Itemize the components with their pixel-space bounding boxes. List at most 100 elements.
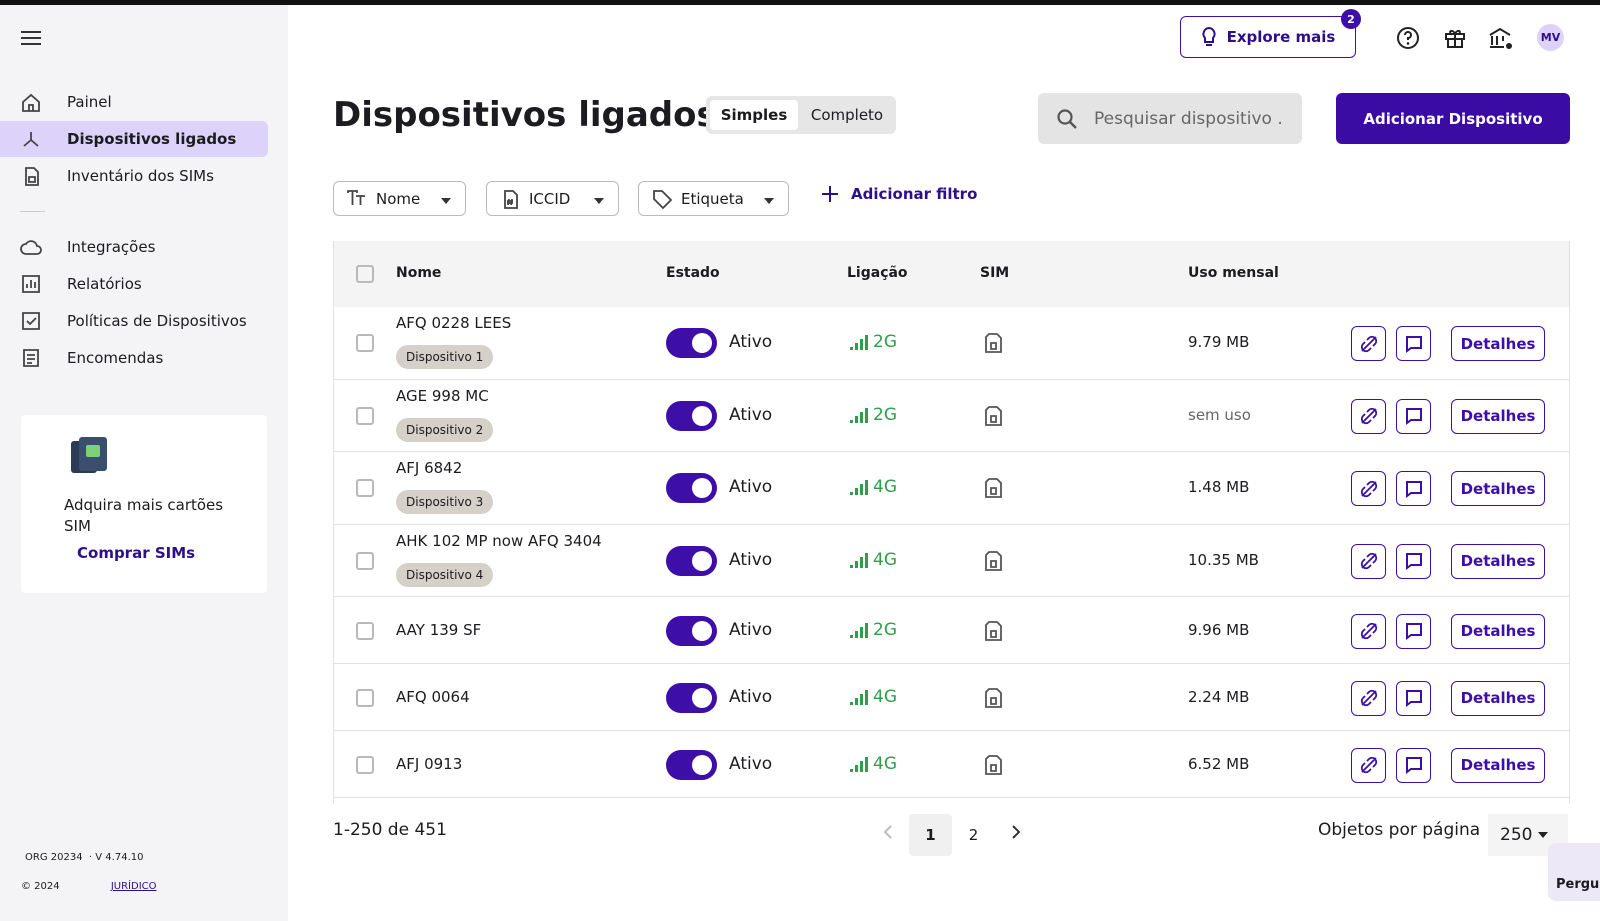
message-button[interactable] [1396,326,1431,362]
gift-icon[interactable] [1443,26,1467,50]
divider [20,211,45,212]
add-device-button[interactable]: Adicionar Dispositivo [1336,93,1570,144]
column-header: Nome [396,265,442,281]
nav-item[interactable]: Dispositivos ligados [0,121,268,157]
range: 1-250 de 451 [333,820,447,840]
unlink-icon [1360,756,1377,774]
status-label: Ativo [729,753,773,774]
signal-icon [850,756,868,772]
unlink-button[interactable] [1351,326,1386,362]
nav-item[interactable]: Encomendas [0,340,268,376]
signal-icon [850,480,868,496]
status-label: Ativo [729,404,773,425]
status-toggle[interactable] [666,545,717,576]
menu-icon[interactable] [21,30,43,46]
signal-icon [850,552,868,568]
network: 2G [849,405,897,425]
view-option[interactable]: Simples [710,100,798,130]
message-button[interactable] [1396,543,1431,579]
select-all-checkbox[interactable] [356,265,374,283]
filter[interactable]: ICCID [486,181,619,216]
unlink-button[interactable] [1351,543,1386,579]
network-label: 4G [873,549,897,570]
sim-status [984,550,1002,576]
device-name: AFJ 6842 [396,459,463,477]
details-button[interactable]: Detalhes [1451,613,1545,649]
message-button[interactable] [1396,613,1431,649]
sim-icon [985,687,1002,708]
view-option[interactable]: Completo [810,106,884,124]
promo-text: Adquira mais cartões SIM [64,496,224,535]
help-icon[interactable] [1396,26,1420,50]
network-label: 4G [873,686,897,707]
unlink-button[interactable] [1351,613,1386,649]
avatar[interactable]: MV [1537,24,1564,51]
prev-page[interactable] [882,824,894,840]
unlink-button[interactable] [1351,471,1386,507]
details-button[interactable]: Detalhes [1451,326,1545,362]
nav-item[interactable]: Relatórios [0,266,268,302]
row-checkbox[interactable] [356,688,374,707]
icon [22,312,40,330]
help-widget[interactable]: Pergun [1548,843,1600,901]
details-button[interactable]: Detalhes [1451,471,1545,507]
message-button[interactable] [1396,747,1431,783]
unlink-button[interactable] [1351,398,1386,434]
status-toggle[interactable] [666,473,717,504]
caret-icon [594,197,604,204]
search-placeholder: Pesquisar dispositivo . [1094,108,1283,129]
unlink-button[interactable] [1351,747,1386,783]
message-button[interactable] [1396,680,1431,716]
per-page-select[interactable]: 250 [1488,814,1568,856]
details-button[interactable]: Detalhes [1451,543,1545,579]
nav-item[interactable]: Políticas de Dispositivos [0,303,268,339]
filter-label: ICCID [529,189,571,208]
message-button[interactable] [1396,471,1431,507]
status-toggle[interactable] [666,749,717,780]
page-button[interactable]: 1 [909,814,952,856]
row-checkbox[interactable] [356,406,374,425]
status-toggle[interactable] [666,682,717,713]
page-title: Dispositivos ligados [333,95,717,135]
message-button[interactable] [1396,398,1431,434]
status-label: Ativo [729,332,773,353]
row-checkbox[interactable] [356,621,374,640]
promo-link[interactable]: Comprar SIMs [77,544,196,562]
filter[interactable]: Nome [333,181,466,216]
search-box[interactable]: Pesquisar dispositivo . [1038,93,1302,144]
status-toggle[interactable] [666,615,717,646]
message-icon [1405,690,1422,707]
page-button[interactable]: 2 [968,826,979,844]
column-header: Uso mensal [1188,265,1279,281]
main: Explore mais 2 MV Dispositivos ligados S… [288,5,1600,921]
legal-link[interactable]: JURÍDICO [110,881,157,892]
add-filter[interactable]: Adicionar filtro [821,185,977,203]
icon [23,349,39,367]
next-page[interactable] [1010,824,1022,840]
row-checkbox[interactable] [356,334,374,353]
message-icon [1405,480,1422,498]
bank-icon[interactable] [1488,26,1514,52]
details-button[interactable]: Detalhes [1451,747,1545,783]
nav-label: Encomendas [67,349,164,367]
network-label: 4G [873,477,897,498]
row-checkbox[interactable] [356,755,374,774]
details-button[interactable]: Detalhes [1451,680,1545,716]
icon [25,167,39,186]
nav-item[interactable]: Inventário dos SIMs [0,158,268,194]
details-button[interactable]: Detalhes [1451,398,1545,434]
view-switch: Simples Completo [706,96,896,134]
network: 4G [849,550,897,570]
row-checkbox[interactable] [356,551,374,570]
unlink-icon [1360,622,1377,640]
nav-item[interactable]: Painel [0,84,268,120]
unlink-button[interactable] [1351,680,1386,716]
status-toggle[interactable] [666,400,717,431]
signal-icon [850,622,868,638]
explore-button[interactable]: Explore mais [1180,16,1356,58]
filter[interactable]: Etiqueta [638,181,789,216]
status-toggle[interactable] [666,328,717,359]
nav-item[interactable]: Integrações [0,229,268,265]
device-name: AFJ 0913 [396,754,463,773]
row-checkbox[interactable] [356,479,374,498]
